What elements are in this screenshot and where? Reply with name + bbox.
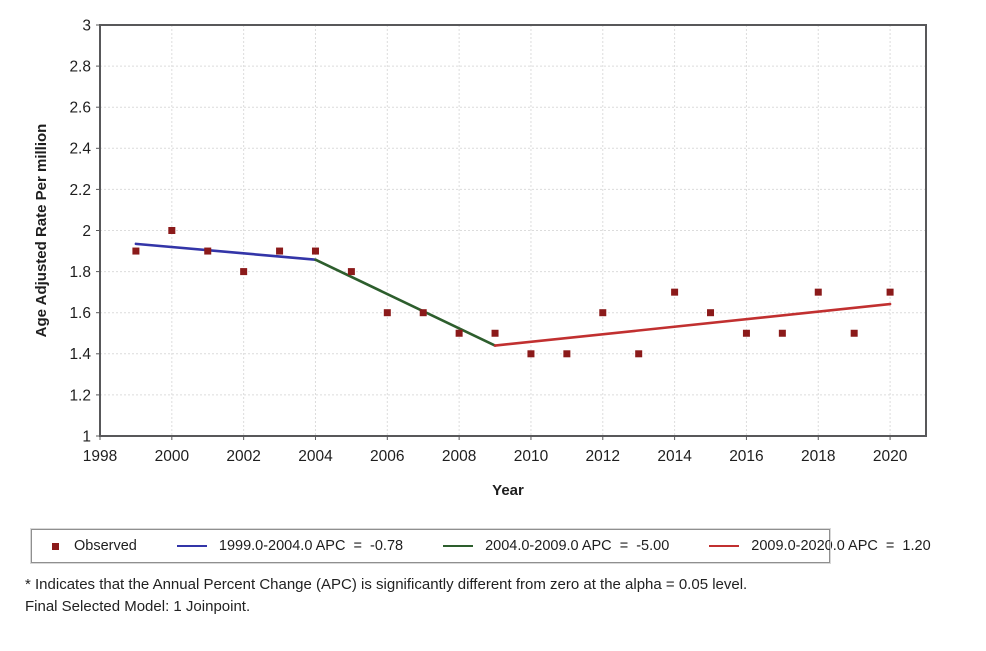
legend-label-segment-1999-2004: 1999.0-2004.0 APC = -0.78	[218, 538, 404, 554]
svg-text:2002: 2002	[226, 448, 260, 465]
legend-label-observed: Observed	[74, 538, 137, 554]
observed-point	[132, 247, 140, 255]
svg-text:2018: 2018	[801, 448, 835, 465]
observed-point	[276, 247, 284, 255]
observed-point	[707, 309, 715, 317]
legend-label-segment-2009-2020: 2009.0-2020.0 APC = 1.20	[751, 538, 931, 554]
legend-label-segment-2004-2009: 2004.0-2009.0 APC = -5.00	[485, 538, 670, 554]
legend-box: Observed 1999.0-2004.0 APC = -0.78 2004.…	[30, 528, 931, 564]
blue-trend-line-icon	[176, 544, 207, 548]
svg-text:2020: 2020	[873, 448, 908, 465]
chart-footnotes: * Indicates that the Annual Percent Chan…	[25, 574, 747, 618]
legend-item-segment-1999-2004: 1999.0-2004.0 APC = -0.78	[176, 538, 404, 554]
svg-text:2012: 2012	[586, 448, 620, 465]
observed-point	[347, 268, 355, 276]
svg-text:2: 2	[82, 223, 91, 240]
svg-text:2.8: 2.8	[69, 59, 91, 76]
observed-point	[527, 350, 535, 358]
svg-text:2016: 2016	[729, 448, 763, 465]
red-trend-line-icon	[709, 544, 740, 548]
observed-point	[742, 329, 750, 337]
observed-point	[563, 350, 571, 358]
observed-point	[635, 350, 643, 358]
svg-text:1.4: 1.4	[69, 346, 91, 363]
svg-text:3: 3	[82, 17, 91, 34]
observed-point	[850, 329, 858, 337]
legend-item-observed: Observed	[52, 538, 137, 554]
observed-point	[814, 288, 822, 296]
svg-text:2010: 2010	[514, 448, 549, 465]
observed-point	[886, 288, 894, 296]
svg-text:2.6: 2.6	[69, 100, 91, 117]
svg-text:2004: 2004	[298, 448, 333, 465]
observed-point	[455, 329, 463, 337]
observed-point	[491, 329, 499, 337]
svg-text:1.2: 1.2	[69, 387, 91, 404]
svg-text:2.4: 2.4	[69, 141, 91, 158]
observed-point	[383, 309, 391, 317]
svg-text:1998: 1998	[83, 448, 117, 465]
observed-point	[671, 288, 679, 296]
svg-text:Year: Year	[492, 482, 524, 499]
observed-point	[311, 247, 319, 255]
trend-chart-plot: 1 1.2 1.4 1.6 1.8 2 2.2 2.4 2.6 2.8 3 1998 2000 2002 2…	[33, 17, 927, 499]
observed-point	[240, 268, 248, 276]
svg-text:Age Adjusted Rate Per million: Age Adjusted Rate Per million	[33, 124, 50, 338]
svg-text:1.6: 1.6	[69, 305, 91, 322]
observed-point	[204, 247, 212, 255]
observed-point	[599, 309, 607, 317]
svg-text:2006: 2006	[370, 448, 404, 465]
svg-text:2000: 2000	[155, 448, 190, 465]
observed-square-marker-icon	[52, 542, 59, 550]
legend-item-segment-2004-2009: 2004.0-2009.0 APC = -5.00	[443, 538, 669, 554]
svg-text:2014: 2014	[657, 448, 692, 465]
observed-point	[168, 227, 176, 234]
apc-significance-footnote: * Indicates that the Annual Percent Chan…	[25, 576, 748, 593]
svg-text:2.2: 2.2	[69, 182, 91, 199]
observed-point	[419, 309, 427, 317]
svg-text:1.8: 1.8	[69, 264, 91, 281]
svg-text:1: 1	[82, 428, 91, 445]
final-model-footnote: Final Selected Model: 1 Joinpoint.	[25, 598, 251, 615]
green-trend-line-icon	[443, 544, 474, 548]
svg-text:2008: 2008	[442, 448, 476, 465]
legend-item-segment-2009-2020: 2009.0-2020.0 APC = 1.20	[709, 538, 931, 554]
observed-point	[778, 329, 786, 337]
